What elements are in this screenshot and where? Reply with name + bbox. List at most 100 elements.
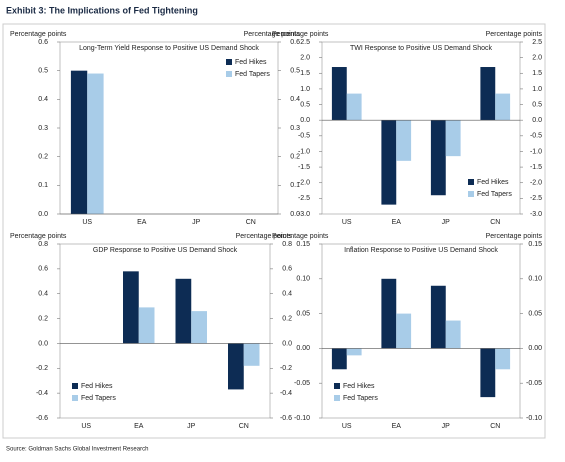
y-tick-label: -0.2 <box>36 365 48 372</box>
legend-swatch <box>72 383 78 389</box>
y2-tick-label: -1.5 <box>530 164 542 171</box>
legend-swatch <box>468 191 474 197</box>
y2-tick-label: 0.0 <box>532 117 542 124</box>
y2-tick-label: 0.0 <box>282 340 292 347</box>
y2-tick-label: 1.5 <box>532 70 542 77</box>
plot-frame <box>321 243 521 419</box>
y-axis-label: Percentage points <box>10 233 67 240</box>
x-tick-label: EA <box>392 423 402 430</box>
y2-tick-label: 0.2 <box>290 154 300 161</box>
x-tick-label: CN <box>490 219 500 226</box>
bar <box>445 320 461 349</box>
y2-tick-label: -2.5 <box>530 195 542 202</box>
y2-tick-label: 0.6 <box>282 266 292 273</box>
x-tick-label: EA <box>134 423 144 430</box>
y2-tick-label: -1.0 <box>530 148 542 155</box>
x-tick-label: US <box>342 423 352 430</box>
y2-tick-label: 0.8 <box>282 241 292 248</box>
y-tick-label: 0.5 <box>38 68 48 75</box>
legend-swatch <box>226 71 232 77</box>
legend-label: Fed Tapers <box>81 395 116 402</box>
y2-tick-label: -0.2 <box>280 365 292 372</box>
x-tick-label: EA <box>137 219 147 226</box>
legend-swatch <box>72 395 78 401</box>
x-tick-label: JP <box>442 423 451 430</box>
x-tick-label: US <box>81 423 91 430</box>
bar <box>430 120 446 196</box>
bar <box>445 120 461 157</box>
bar <box>381 120 397 205</box>
y-tick-label: -2.5 <box>298 195 310 202</box>
bar <box>175 278 192 344</box>
y-tick-label: 0.10 <box>296 276 310 283</box>
y2-tick-label: 0.4 <box>290 96 300 103</box>
legend-label: Fed Tapers <box>343 395 378 402</box>
legend-label: Fed Tapers <box>235 71 270 78</box>
source-note: Source: Goldman Sachs Global Investment … <box>6 447 148 453</box>
y2-axis-label: Percentage points <box>486 31 543 38</box>
y2-axis-label: Percentage points <box>236 233 293 240</box>
y-tick-label: 0.5 <box>300 101 310 108</box>
x-tick-label: CN <box>490 423 500 430</box>
bar <box>430 285 446 349</box>
bar <box>495 348 511 370</box>
y-tick-label: -1.0 <box>298 148 310 155</box>
y-tick-label: 0.3 <box>38 125 48 132</box>
y2-tick-label: 0.5 <box>290 68 300 75</box>
y-tick-label: 0.4 <box>38 291 48 298</box>
bar <box>480 348 496 398</box>
y-tick-label: 0.15 <box>296 241 310 248</box>
legend-label: Fed Hikes <box>477 179 509 186</box>
y-tick-label: 0.0 <box>300 117 310 124</box>
y2-tick-label: -0.05 <box>526 380 542 387</box>
y2-tick-label: 0.05 <box>528 310 542 317</box>
y2-tick-label: 2.5 <box>532 39 542 46</box>
x-tick-label: US <box>82 219 92 226</box>
x-tick-label: JP <box>187 423 196 430</box>
chart-title: Long-Term Yield Response to Positive US … <box>79 45 259 52</box>
y-tick-label: -2.0 <box>298 180 310 187</box>
y2-tick-label: -0.4 <box>280 390 292 397</box>
y2-tick-label: 0.10 <box>528 276 542 283</box>
chart-title: GDP Response to Positive US Demand Shock <box>93 247 238 254</box>
y2-tick-label: 0.15 <box>528 241 542 248</box>
y-tick-label: 0.2 <box>38 154 48 161</box>
bar <box>346 348 362 356</box>
bar <box>138 307 155 344</box>
bar <box>346 93 362 121</box>
y2-tick-label: -0.5 <box>530 133 542 140</box>
bar <box>381 278 397 349</box>
y-tick-label: 0.6 <box>38 39 48 46</box>
y2-tick-label: 2.0 <box>532 54 542 61</box>
y2-tick-label: -0.10 <box>526 415 542 422</box>
y-tick-label: 0.0 <box>38 340 48 347</box>
y2-tick-label: 0.4 <box>282 291 292 298</box>
bar <box>243 343 260 366</box>
y2-tick-label: 1.0 <box>532 86 542 93</box>
y-tick-label: 1.5 <box>300 70 310 77</box>
bar <box>331 348 347 370</box>
y-tick-label: 0.8 <box>38 241 48 248</box>
y2-axis-label: Percentage points <box>486 233 543 240</box>
y2-tick-label: -3.0 <box>530 211 542 218</box>
y-axis-label: Percentage points <box>272 233 329 240</box>
y2-tick-label: -0.6 <box>280 415 292 422</box>
y-tick-label: -0.10 <box>294 415 310 422</box>
legend-label: Fed Hikes <box>81 383 113 390</box>
y-tick-label: -3.0 <box>298 211 310 218</box>
chart-title: TWI Response to Positive US Demand Shock <box>350 45 493 52</box>
y-tick-label: -0.4 <box>36 390 48 397</box>
y-tick-label: 0.0 <box>38 211 48 218</box>
bar <box>70 70 88 215</box>
x-tick-label: CN <box>239 423 249 430</box>
y2-tick-label: 0.2 <box>282 315 292 322</box>
y-axis-label: Percentage points <box>272 31 329 38</box>
bar <box>191 311 207 344</box>
legend-label: Fed Hikes <box>343 383 375 390</box>
y2-tick-label: 0.00 <box>528 345 542 352</box>
y-tick-label: 0.6 <box>38 266 48 273</box>
bar <box>495 93 511 121</box>
x-tick-label: EA <box>392 219 402 226</box>
legend-swatch <box>334 383 340 389</box>
